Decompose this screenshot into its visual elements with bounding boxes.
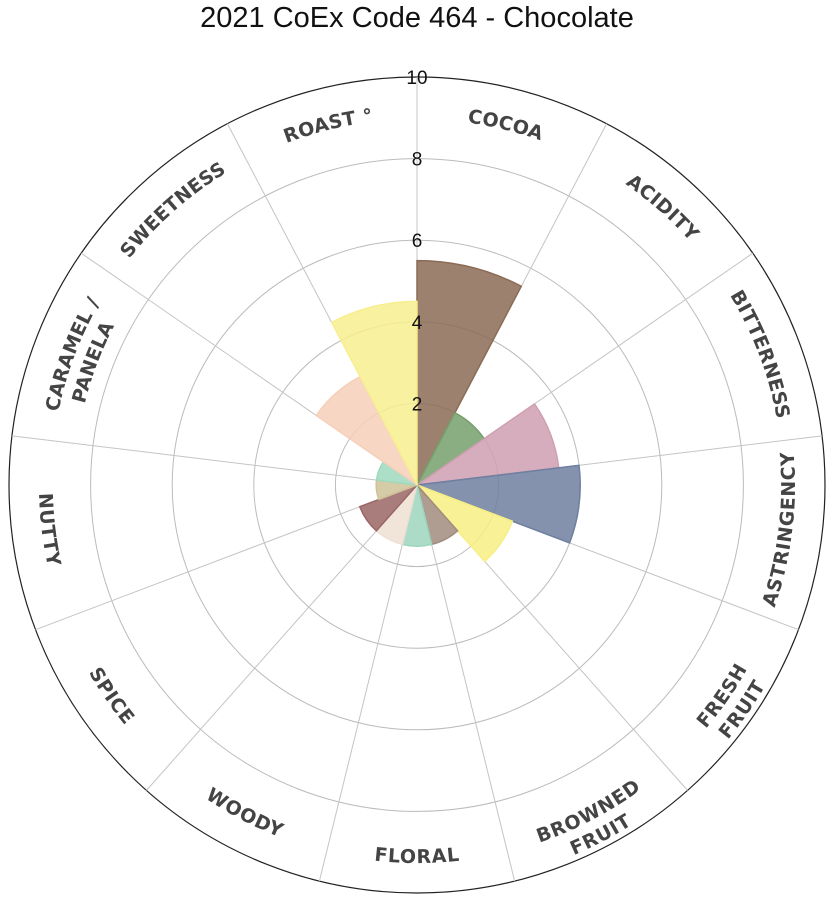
category-label-text: WOODY — [202, 783, 286, 841]
r-tick-label: 6 — [412, 231, 423, 252]
category-label: ASTRINGENCY — [758, 451, 800, 609]
r-tick-label: 4 — [412, 313, 423, 334]
radial-ticks: 2 4 6 8 10 — [406, 68, 427, 415]
grid-spoke — [11, 435, 418, 486]
category-label-text: ROAST ° — [281, 104, 374, 147]
bar-roast — [330, 300, 418, 486]
category-label: ACIDITY — [623, 170, 704, 245]
bar-cocoa — [416, 259, 523, 486]
r-tick-label: 2 — [412, 394, 423, 415]
bar-fresh-fruit — [416, 484, 514, 563]
label-path — [74, 127, 316, 342]
category-label: WOODY — [202, 783, 286, 841]
bar-spice — [358, 484, 418, 532]
label-path — [49, 542, 233, 808]
category-label-text: ACIDITY — [623, 170, 703, 245]
chart-title: 2021 CoEx Code 464 - Chocolate — [200, 2, 634, 34]
r-tick-label: 8 — [412, 150, 423, 171]
category-label-text: SPICE — [85, 663, 139, 728]
category-label: SWEETNESS — [116, 157, 230, 261]
bars — [315, 259, 581, 563]
category-label-text: NUTTY — [35, 492, 65, 568]
grid-spoke — [35, 484, 418, 631]
category-label-text: COCOA — [467, 105, 546, 145]
category-label-text: FLORAL — [374, 843, 460, 867]
r-tick-label: 10 — [406, 68, 427, 89]
grid-spoke — [318, 484, 418, 882]
category-label-text: ASTRINGENCY — [758, 451, 799, 609]
label-path — [518, 127, 760, 342]
grid-spoke — [146, 484, 418, 791]
category-label: COCOA — [467, 105, 547, 145]
bar-astringency — [416, 464, 581, 544]
grid-spoke — [416, 484, 516, 882]
category-label-text: SWEETNESS — [116, 157, 229, 261]
label-path — [430, 721, 735, 881]
category-label: ROAST ° — [281, 104, 375, 147]
category-label: NUTTY — [35, 492, 66, 568]
category-label: FLORAL — [374, 843, 461, 867]
label-path — [601, 542, 785, 808]
category-label: SPICE — [85, 663, 139, 728]
